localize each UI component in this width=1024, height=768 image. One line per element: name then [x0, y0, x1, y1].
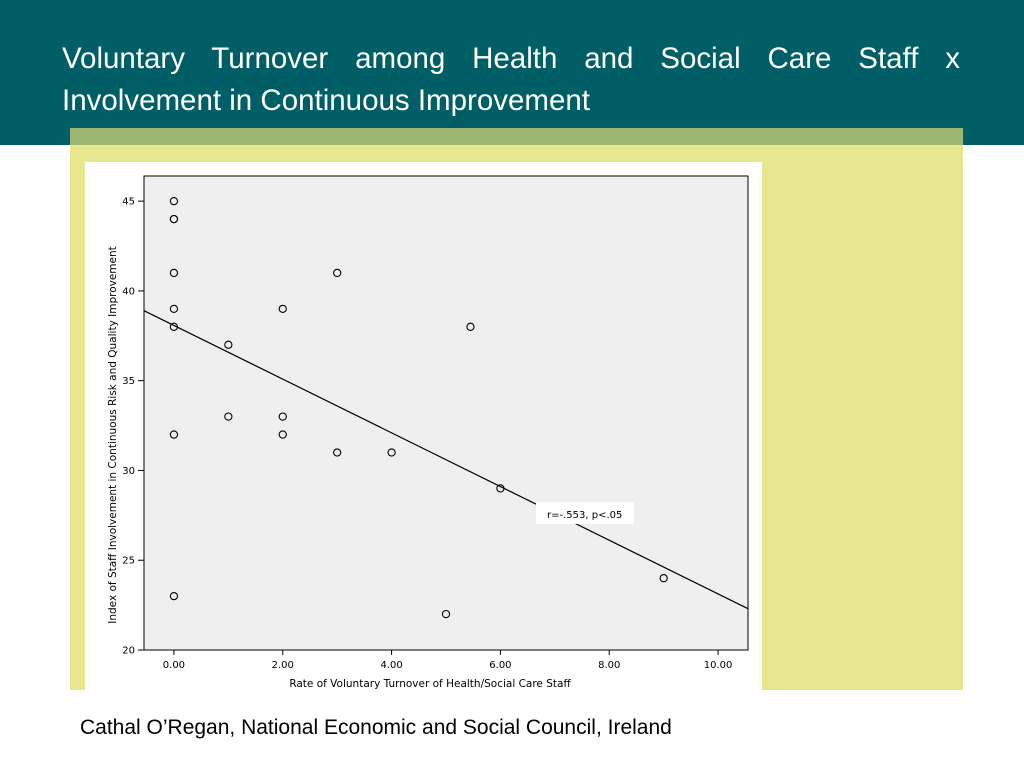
y-tick-label: 20 [122, 646, 135, 657]
data-point [169, 322, 179, 331]
annotation-box [536, 502, 634, 524]
slide-title: Voluntary Turnover among Health and Soci… [62, 42, 960, 117]
data-point [224, 412, 233, 421]
annotation-group: r=-.553, p<.05 [536, 502, 634, 524]
x-tick-label: 0.00 [163, 660, 185, 671]
plot-area [143, 175, 749, 651]
header-bar [0, 0, 1024, 145]
x-tick-label: 4.00 [380, 660, 402, 671]
y-tick-label: 35 [122, 376, 135, 387]
data-point [278, 304, 287, 314]
data-point [333, 268, 342, 278]
data-point [466, 322, 475, 331]
data-point [169, 268, 179, 278]
data-point [169, 214, 179, 224]
data-point [496, 484, 505, 493]
accent-strip [70, 128, 963, 145]
x-axis: 0.00 2.00 4.00 6.00 8.00 10.00 [163, 650, 733, 671]
data-point [169, 196, 179, 206]
x-tick-label: 2.00 [272, 660, 294, 671]
annotation-text: r=-.553, p<.05 [547, 510, 622, 521]
data-point [169, 430, 179, 439]
data-point [278, 412, 287, 421]
x-tick-label: 8.00 [598, 660, 620, 671]
y-tick-label: 40 [122, 286, 135, 297]
data-points [169, 196, 668, 619]
y-axis-title: Index of Staff Involvement in Continuous… [107, 246, 119, 624]
y-tick-label: 30 [122, 466, 135, 477]
chart-panel: 20 25 30 35 40 45 0.00 2.00 4.00 6.00 8.00 10.00 r… [85, 162, 762, 690]
y-tick-label: 45 [122, 197, 135, 208]
x-tick-label: 10.00 [704, 660, 733, 671]
data-point [333, 448, 342, 457]
fit-line [143, 310, 749, 610]
data-point [224, 340, 233, 349]
data-point [169, 304, 179, 314]
scatter-chart: 20 25 30 35 40 45 0.00 2.00 4.00 6.00 8.00 10.00 r… [107, 175, 749, 690]
footer-credit: Cathal O’Regan, National Economic and So… [80, 716, 672, 739]
y-tick-label: 25 [122, 556, 135, 567]
data-point [278, 430, 287, 439]
data-point [169, 591, 179, 601]
data-point [387, 448, 396, 457]
data-point [659, 574, 668, 583]
y-axis: 20 25 30 35 40 45 [122, 197, 144, 657]
fit-line-group [143, 310, 749, 610]
x-axis-title: Rate of Voluntary Turnover of Health/Soc… [289, 678, 571, 690]
x-tick-label: 6.00 [489, 660, 511, 671]
data-point [441, 609, 451, 619]
